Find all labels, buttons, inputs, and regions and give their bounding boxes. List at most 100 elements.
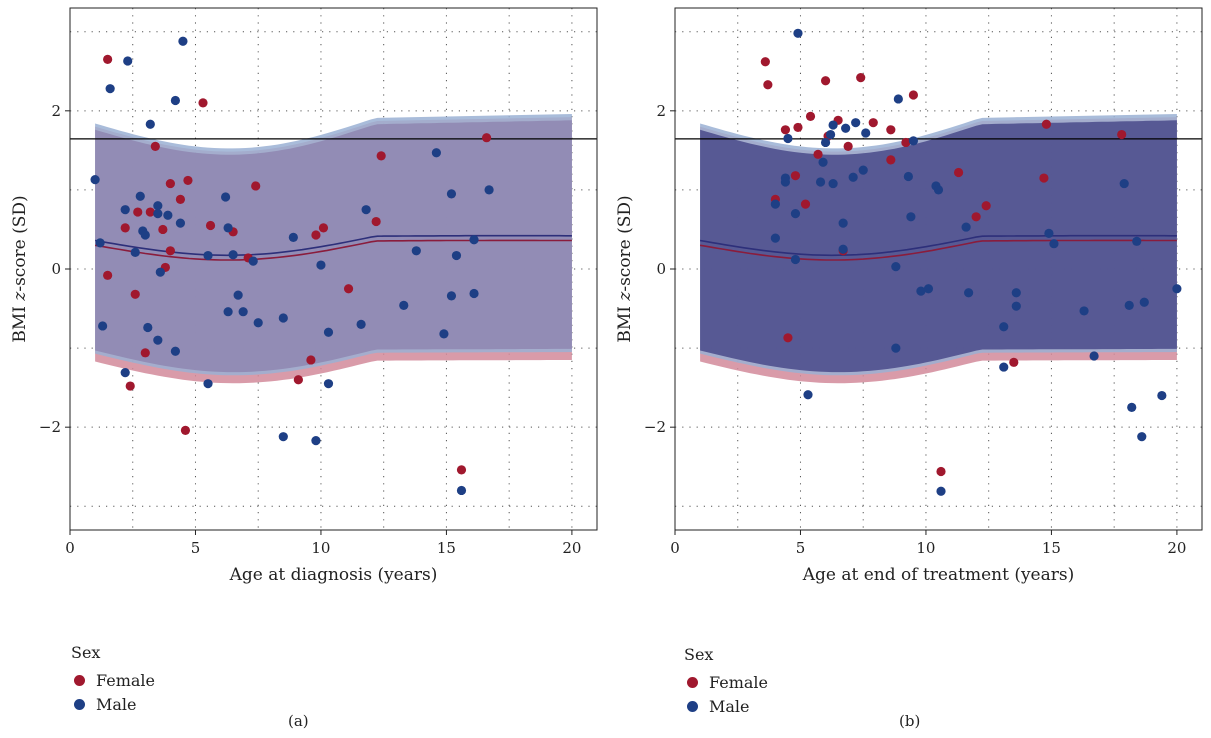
data-point-male	[1089, 351, 1099, 361]
overlap-band	[700, 120, 1177, 373]
data-point-female	[140, 348, 150, 358]
x-tick-label: 15	[437, 539, 456, 557]
y-axis-title-italic: z	[615, 291, 635, 302]
legend-swatch-male	[687, 700, 698, 712]
legend-panel-a: Sex Female Male	[71, 643, 155, 716]
data-point-female	[175, 194, 186, 204]
data-point-male	[153, 209, 163, 219]
data-point-female	[1009, 357, 1019, 367]
overlap-band	[95, 120, 572, 373]
data-point-male	[155, 267, 165, 277]
data-point-male	[841, 123, 851, 133]
data-point-female	[130, 289, 140, 299]
data-point-male	[323, 327, 334, 337]
y-axis-title-prefix: BMI	[10, 301, 30, 343]
data-point-female	[800, 199, 811, 209]
data-point-male	[770, 233, 780, 243]
data-point-male	[278, 313, 288, 323]
data-point-male	[851, 118, 861, 128]
legend-item-male: Male	[71, 692, 155, 716]
data-point-female	[901, 137, 911, 148]
data-point-female	[886, 125, 896, 135]
data-point-male	[828, 178, 838, 189]
panel-label-a: (a)	[288, 712, 309, 730]
data-point-male	[399, 300, 409, 310]
data-point-male	[815, 177, 826, 187]
data-point-male	[1132, 236, 1142, 246]
data-point-male	[1119, 178, 1129, 189]
data-point-male	[323, 379, 334, 389]
series-female	[103, 54, 492, 475]
data-point-female	[145, 207, 155, 217]
legend-swatch-female	[74, 674, 85, 686]
data-point-female	[981, 201, 991, 211]
data-point-male	[451, 250, 462, 261]
data-point-male	[790, 254, 801, 265]
data-point-male	[356, 319, 366, 329]
data-point-female	[1117, 129, 1127, 140]
data-point-male	[469, 235, 479, 245]
data-point-male	[861, 128, 871, 138]
data-point-female	[306, 355, 316, 365]
series-male	[770, 28, 1182, 496]
data-point-male	[145, 119, 155, 129]
data-point-male	[228, 250, 238, 260]
female-fit-line	[699, 239, 1177, 261]
x-tick-label: 20	[1167, 539, 1186, 557]
data-point-male	[803, 390, 813, 400]
data-point-male	[783, 133, 793, 144]
data-point-male	[1011, 288, 1021, 298]
data-point-male	[1137, 432, 1147, 442]
data-point-male	[253, 318, 263, 328]
data-point-female	[1041, 119, 1052, 129]
data-point-male	[143, 322, 153, 333]
data-point-male	[361, 205, 371, 215]
data-point-female	[103, 270, 113, 280]
data-point-male	[223, 223, 233, 233]
data-point-male	[1172, 284, 1182, 294]
data-point-male	[1079, 306, 1089, 316]
data-point-male	[923, 284, 934, 294]
data-point-male	[484, 185, 494, 195]
male-fit-line	[699, 234, 1177, 257]
female-fit-line	[94, 239, 572, 261]
panel-b-chart: 0 5 10 15 20 −2 0 2 Age at end of treatment (yea…	[615, 7, 1203, 585]
data-point-male	[248, 256, 258, 266]
data-point-male	[790, 209, 801, 219]
data-point-male	[964, 288, 974, 298]
data-point-male	[170, 346, 180, 356]
legend-item-male: Male	[684, 694, 768, 718]
data-point-male	[90, 175, 100, 185]
x-tick-label: 5	[796, 539, 806, 557]
data-point-male	[130, 247, 140, 257]
y-axis-title-italic: z	[10, 291, 30, 302]
data-point-male	[123, 56, 133, 66]
data-point-male	[95, 238, 105, 248]
data-point-female	[343, 284, 354, 294]
data-point-female	[180, 425, 191, 435]
data-point-female	[856, 73, 866, 83]
data-point-female	[953, 167, 964, 178]
data-point-female	[481, 133, 492, 143]
data-point-male	[848, 172, 858, 182]
legend-title: Sex	[71, 643, 101, 662]
y-axis-title-suffix: -score (SD)	[10, 195, 30, 291]
data-point-female	[165, 178, 175, 189]
data-point-male	[98, 321, 108, 331]
x-tick-label: 0	[65, 539, 75, 557]
data-point-male	[288, 232, 298, 242]
y-axis-title: BMI z-score (SD)	[10, 195, 30, 342]
x-tick-label: 10	[916, 539, 935, 557]
data-point-female	[790, 171, 801, 181]
legend-label-female: Female	[709, 672, 768, 692]
data-point-male	[838, 218, 848, 228]
legend-swatch-male	[74, 698, 85, 710]
data-point-male	[825, 129, 836, 140]
y-axis-title-suffix: -score (SD)	[615, 195, 635, 291]
data-point-female	[456, 465, 467, 475]
x-tick-label: 20	[562, 539, 581, 557]
data-point-male	[220, 192, 231, 202]
data-point-female	[820, 76, 831, 86]
data-point-male	[153, 201, 163, 211]
data-point-female	[318, 223, 329, 233]
